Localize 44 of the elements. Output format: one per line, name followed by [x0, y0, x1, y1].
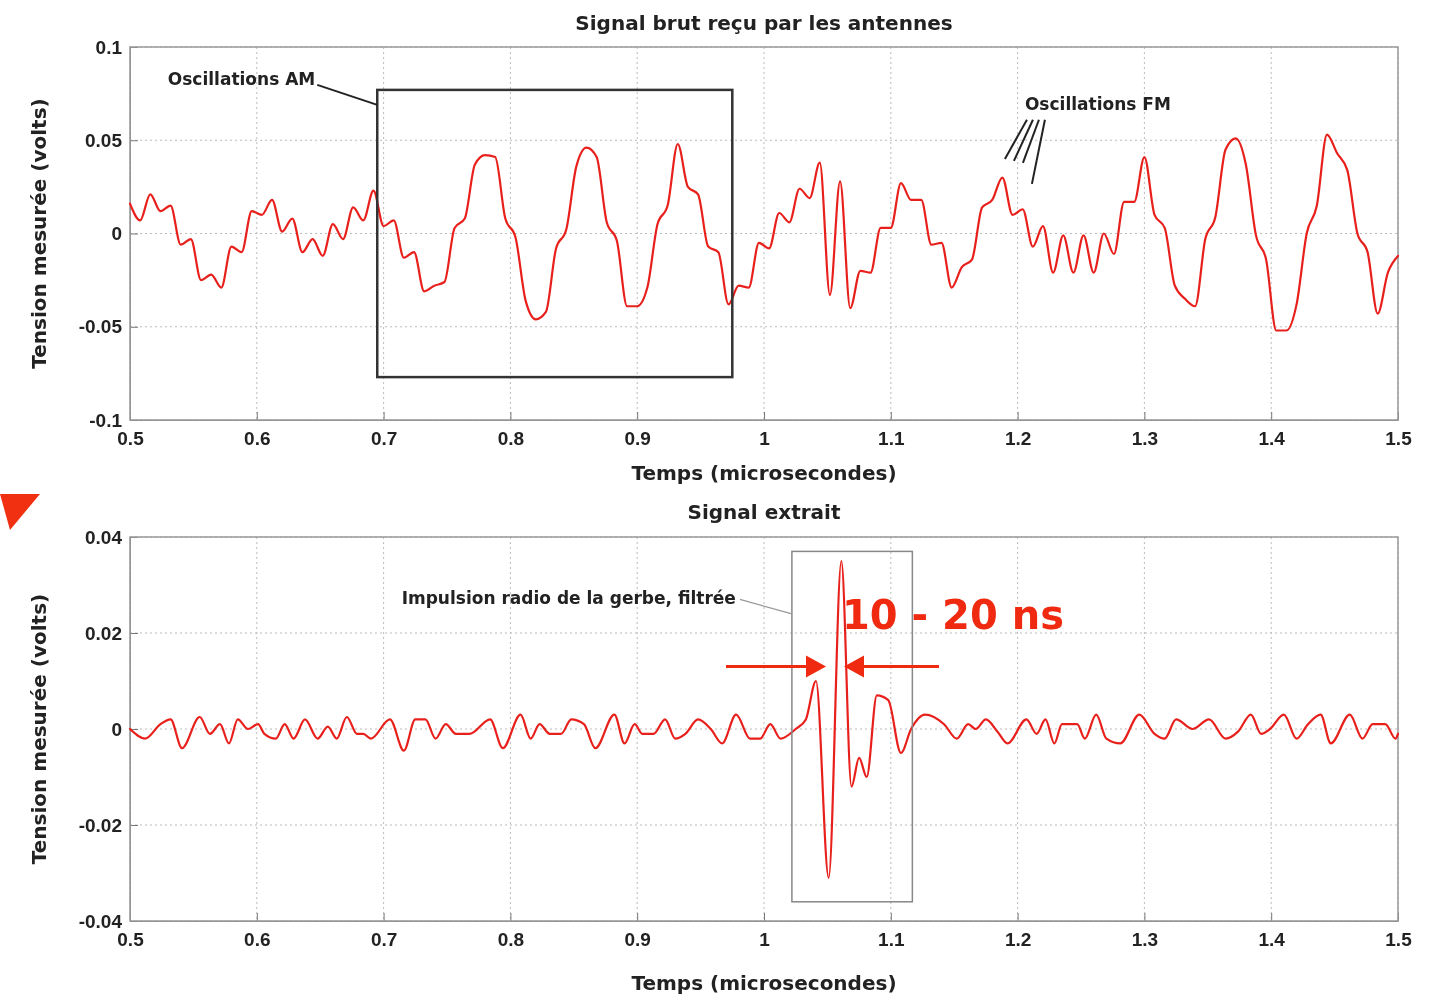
y-axis-title: Tension mesurée (volts)	[27, 593, 51, 865]
y-tick-label: 0	[111, 223, 122, 245]
x-tick-label: 0.9	[624, 428, 651, 450]
y-tick-label: -0.05	[78, 316, 123, 338]
x-tick-label: 0.7	[370, 428, 398, 450]
x-tick-label: 1.3	[1131, 929, 1159, 951]
x-axis-title: Temps (microsecondes)	[631, 461, 897, 485]
annotation: Oscillations FM	[1024, 94, 1171, 115]
x-tick-label: 1.2	[1004, 929, 1032, 951]
y-tick-label: -0.1	[89, 409, 123, 431]
x-tick-label: 1.1	[878, 929, 905, 951]
x-tick-label: 0.8	[497, 929, 525, 951]
x-tick-label: 1.2	[1004, 428, 1032, 450]
y-tick-label: 0.1	[95, 36, 123, 58]
x-tick-label: 0.8	[497, 428, 525, 450]
line-series	[128, 133, 1400, 332]
x-axis-title: Temps (microsecondes)	[631, 971, 897, 995]
x-tick-label: 1.4	[1258, 929, 1286, 951]
line-series	[128, 559, 1400, 879]
y-tick-label: 0.04	[85, 526, 123, 548]
chart-title: Signal extrait	[687, 500, 841, 524]
annotation: 10 - 20 ns	[842, 591, 1065, 638]
x-tick-label: 0.6	[244, 428, 271, 450]
annotation: Impulsion radio de la gerbe, filtrée	[401, 588, 736, 609]
x-tick-label: 1.1	[878, 428, 905, 450]
y-tick-label: 0	[111, 718, 122, 740]
annotation: Oscillations AM	[167, 68, 316, 89]
x-tick-label: 0.5	[117, 929, 145, 951]
x-tick-label: 1	[759, 428, 771, 450]
y-tick-label: -0.02	[78, 814, 122, 836]
y-axis-title: Tension mesurée (volts)	[27, 98, 51, 369]
x-tick-label: 1.4	[1258, 428, 1286, 450]
x-tick-label: 1.5	[1385, 929, 1413, 951]
x-tick-label: 1.3	[1131, 428, 1159, 450]
x-tick-label: 1	[759, 929, 771, 951]
x-tick-label: 0.5	[117, 428, 145, 450]
chart-title: Signal brut reçu par les antennes	[575, 11, 953, 35]
x-tick-label: 0.9	[624, 929, 651, 951]
x-tick-label: 0.7	[370, 929, 398, 951]
y-tick-label: 0.02	[85, 622, 122, 644]
y-tick-label: -0.04	[78, 910, 123, 932]
x-tick-label: 1.5	[1385, 428, 1413, 450]
x-tick-label: 0.6	[244, 929, 271, 951]
y-tick-label: 0.05	[85, 129, 123, 151]
